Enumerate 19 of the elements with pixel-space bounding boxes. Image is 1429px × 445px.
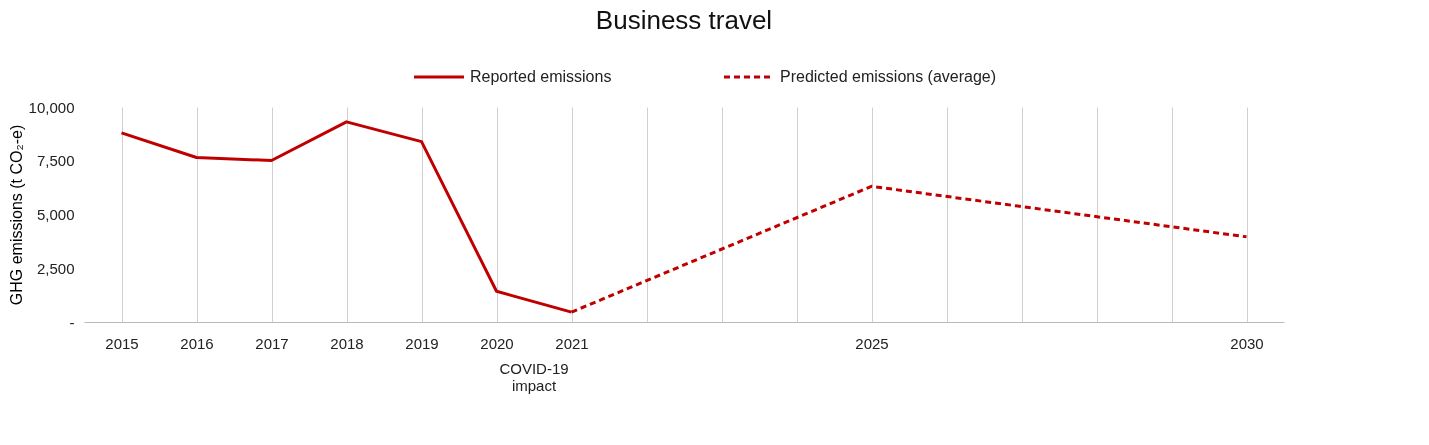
legend-label: Predicted emissions (average) — [780, 68, 997, 85]
x-tick-label: 2019 — [405, 334, 439, 352]
text: COVID-19 impact — [499, 360, 569, 394]
y-tick-label: - — [69, 313, 75, 331]
x-tick-label: 2017 — [255, 334, 289, 352]
x-tick-label: 2030 — [1230, 334, 1264, 352]
x-tick-label: 2016 — [180, 334, 214, 352]
y-tick-label: 2,500 — [36, 259, 75, 277]
y-tick-label: 5,000 — [36, 206, 75, 223]
legend-label: Reported emissions — [470, 68, 612, 85]
x-tick-label: 2025 — [855, 334, 889, 352]
y-tick-label: 10,000 — [28, 98, 75, 116]
y-tick-label: 7,500 — [36, 152, 75, 170]
x-tick-label: 2021 — [555, 334, 589, 352]
chart-title: Business travel — [595, 5, 773, 35]
x-tick-label: 2018 — [330, 334, 364, 352]
y-axis-title: GHG emissions (t CO₂-e) — [7, 124, 25, 306]
x-tick-label: 2020 — [480, 334, 514, 352]
x-tick-label: 2015 — [105, 334, 139, 352]
